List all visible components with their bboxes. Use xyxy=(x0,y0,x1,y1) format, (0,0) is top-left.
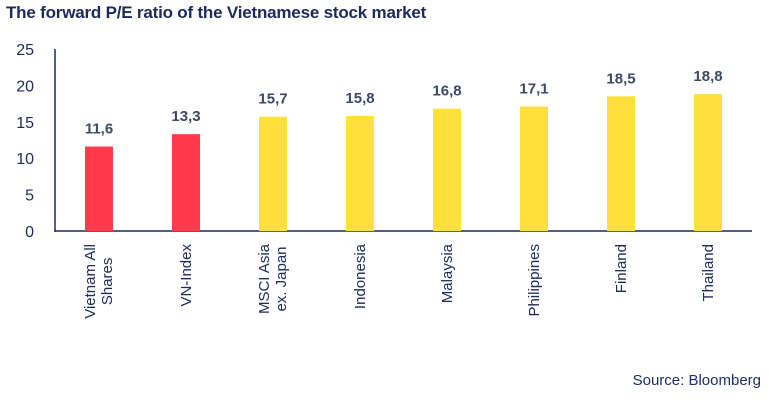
y-tick-label: 20 xyxy=(16,78,34,95)
y-tick-label: 5 xyxy=(25,188,34,205)
y-tick-label: 10 xyxy=(16,151,34,168)
x-tick-label: VN-Index xyxy=(177,244,196,374)
y-tick-label: 25 xyxy=(16,42,34,59)
data-label: 16,8 xyxy=(432,83,461,100)
x-tick-label: Vietnam All Shares xyxy=(81,244,117,374)
x-tick-label-text: Vietnam All Shares xyxy=(82,244,116,319)
data-label: 18,5 xyxy=(606,70,635,87)
data-label: 18,8 xyxy=(693,68,722,85)
x-tick-label: Finland xyxy=(612,244,631,374)
y-tick-label: 0 xyxy=(25,224,34,241)
x-tick-label: Indonesia xyxy=(351,244,370,374)
bar xyxy=(520,106,548,231)
x-tick-label-text: Malaysia xyxy=(438,244,456,304)
data-label: 17,1 xyxy=(519,81,548,98)
bar xyxy=(259,116,287,231)
x-tick-label: Philippines xyxy=(525,244,544,374)
data-label: 15,8 xyxy=(345,90,374,107)
bar xyxy=(433,108,461,231)
x-tick-label: Thailand xyxy=(699,244,718,374)
x-tick-label-text: Thailand xyxy=(699,244,717,302)
x-tick-label: MSCI Asia ex. Japan xyxy=(255,244,291,374)
chart-title: The forward P/E ratio of the Vietnamese … xyxy=(6,3,427,22)
x-tick-label-text: Finland xyxy=(612,244,630,294)
bar xyxy=(694,94,722,231)
bar xyxy=(172,134,200,231)
y-tick-label: 15 xyxy=(16,115,34,132)
data-label: 11,6 xyxy=(85,121,113,138)
bar xyxy=(85,146,113,231)
x-tick-label-text: Indonesia xyxy=(351,244,369,310)
bar xyxy=(346,115,374,231)
x-tick-label-text: Philippines xyxy=(525,244,543,317)
source-note: Source: Bloomberg xyxy=(632,372,761,389)
bar xyxy=(607,96,635,231)
x-tick-label-text: MSCI Asia ex. Japan xyxy=(256,244,290,315)
data-label: 13,3 xyxy=(171,108,200,125)
data-label: 15,7 xyxy=(258,91,287,108)
x-tick-label-text: VN-Index xyxy=(177,244,195,307)
x-tick-label: Malaysia xyxy=(438,244,457,374)
